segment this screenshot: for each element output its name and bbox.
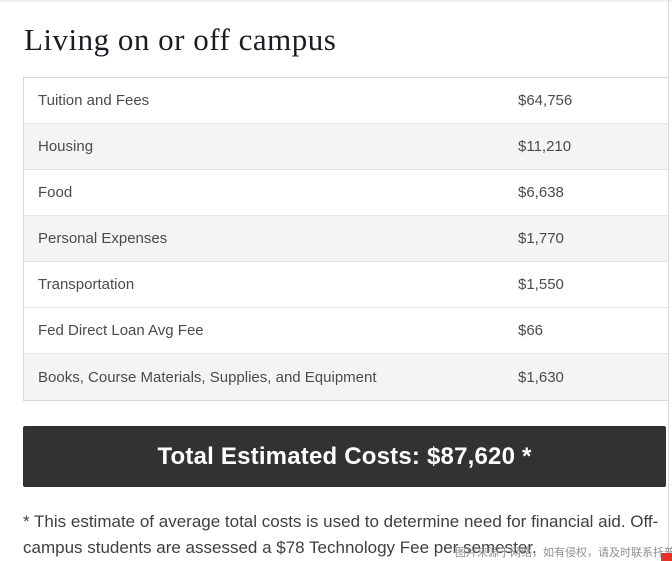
table-row: Transportation $1,550 — [24, 262, 668, 308]
row-amount: $11,210 — [518, 138, 572, 155]
row-amount: $6,638 — [518, 184, 564, 201]
watermark: 图片来源于网络，如有侵权，请及时联系托普仕留学删除 — [455, 547, 672, 559]
row-label: Personal Expenses — [38, 230, 168, 247]
row-label: Fed Direct Loan Avg Fee — [38, 322, 204, 339]
table-row: Personal Expenses $1,770 — [24, 216, 668, 262]
table-row: Food $6,638 — [24, 170, 668, 216]
total-banner: Total Estimated Costs: $87,620 * — [23, 426, 666, 487]
row-label: Transportation — [38, 276, 135, 293]
table-row: Housing $11,210 — [24, 124, 668, 170]
row-label: Food — [38, 184, 73, 201]
red-corner-mark — [661, 553, 672, 561]
page-top-edge-line — [0, 0, 672, 2]
footnote: * This estimate of average total costs i… — [23, 512, 659, 557]
total-banner-text: Total Estimated Costs: $87,620 * — [157, 442, 532, 470]
table-row: Fed Direct Loan Avg Fee $66 — [24, 308, 668, 354]
page-title: Living on or off campus — [24, 22, 337, 57]
row-label: Tuition and Fees — [38, 92, 150, 109]
row-label: Housing — [38, 138, 94, 155]
row-amount: $1,550 — [518, 276, 564, 293]
row-amount: $64,756 — [518, 92, 573, 109]
cost-table: Tuition and Fees $64,756 Housing $11,210 Foo… — [23, 77, 669, 401]
row-label: Books, Course Materials, Supplies, and E… — [38, 368, 377, 386]
row-amount: $66 — [518, 322, 544, 339]
table-row: Tuition and Fees $64,756 — [24, 78, 668, 124]
row-amount: $1,630 — [518, 368, 564, 386]
row-amount: $1,770 — [518, 230, 564, 247]
table-row: Books, Course Materials, Supplies, and E… — [24, 354, 668, 400]
